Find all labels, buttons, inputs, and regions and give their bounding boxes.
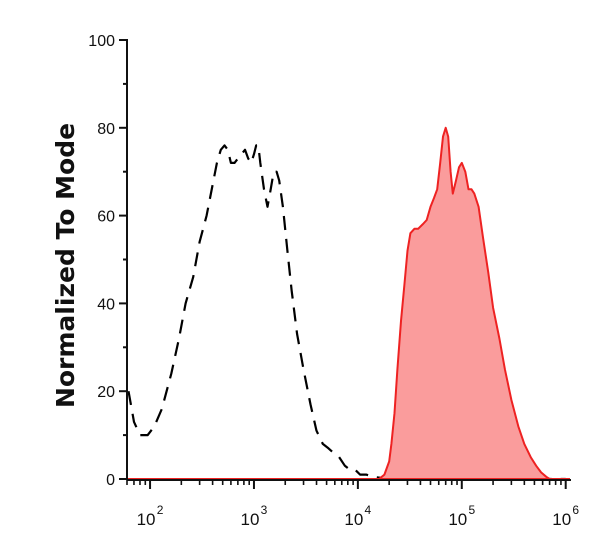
y-tick-label: 0: [106, 472, 115, 489]
y-tick-label: 60: [97, 209, 115, 226]
y-tick-label: 80: [97, 121, 115, 138]
y-tick-label: 40: [97, 296, 115, 313]
x-tick-label: 10: [241, 510, 260, 529]
x-tick-exponent: 2: [157, 503, 164, 517]
x-tick-label: 10: [344, 510, 363, 529]
x-tick-exponent: 4: [365, 503, 372, 517]
x-tick-label: 10: [448, 510, 467, 529]
y-tick-label: 100: [88, 33, 115, 50]
series-control-line: [127, 144, 566, 481]
x-tick-exponent: 5: [468, 503, 475, 517]
x-tick-exponent: 6: [572, 503, 579, 517]
x-tick-label: 10: [552, 510, 571, 529]
series-stained-line: [378, 126, 551, 480]
x-tick-label: 10: [137, 510, 156, 529]
series-stained-fill: [379, 127, 550, 480]
y-axis-label: Normalized To Mode: [51, 123, 80, 408]
x-tick-exponent: 3: [261, 503, 268, 517]
y-tick-label: 20: [97, 384, 115, 401]
series-layer: [127, 126, 570, 481]
labels-layer: Normalized To Mode: [51, 123, 80, 408]
